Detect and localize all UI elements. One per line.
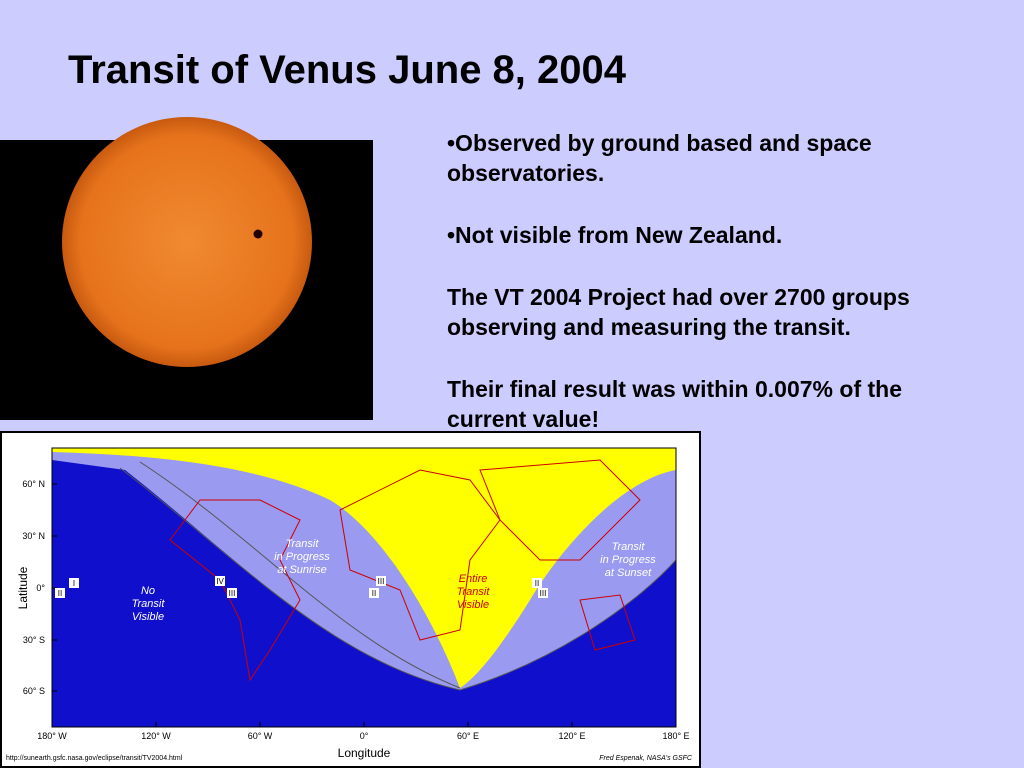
contact-label: II [372,589,376,598]
boundary [139,461,461,689]
contact-label: II [535,579,539,588]
lon-tick-label: 60° E [457,731,479,741]
region-label: at Sunset [605,567,652,579]
continent [339,469,501,641]
contact-box [376,576,386,586]
contact-box [227,588,237,598]
contact-box [215,576,225,586]
lon-tick-label: 180° W [37,731,67,741]
region-label: Visible [132,611,164,623]
lat-tick-label: 60° S [23,686,45,696]
url: http://sunearth.gsfc.nasa.gov/eclipse/tr… [6,755,183,762]
paragraph: •Observed by ground based and space obse… [447,130,872,186]
region-label: in Progress [600,554,656,566]
contact-label: III [378,577,385,586]
lat-tick-label: 0° [36,583,45,593]
venus [253,229,263,239]
lon-tick-label: 120° E [558,731,585,741]
credit: Fred Espenak, NASA's GSFC [599,755,693,762]
slide-title: Transit of Venus June 8, 2004 [68,48,627,92]
lat-tick-label: 60° N [22,479,45,489]
contact-label: IV [216,577,224,586]
sun [62,117,312,367]
contact-box [69,578,79,588]
lat-tick-label: 30° N [22,531,45,541]
map-labels: 60° N 30° N 0° 30° S 60° S 180° W 120° W 60° W 0… [6,479,693,762]
paragraph: •Not visible from New Zealand. [447,222,783,248]
contact-label: I [73,579,75,588]
contact-box [538,588,548,598]
text-block: •Observed by ground based and space obse… [447,128,987,466]
contact-label: II [58,589,62,598]
region-label: Entire [459,573,488,585]
boundary [119,467,676,691]
contact-label: III [229,589,236,598]
y-axis-label: Latitude [16,566,30,609]
continent [479,459,641,561]
region-label: in Progress [274,551,330,563]
continent [579,594,636,651]
region-label: at Sunrise [277,564,327,576]
contact-box [532,578,542,588]
region-label: Visible [457,599,489,611]
region-label: Transit [457,586,491,598]
continent [169,499,301,682]
map [52,448,676,727]
x-axis-label: Longitude [338,746,391,760]
contact-label: III [540,589,547,598]
full-transit-area [52,448,676,688]
paragraph: Their final result was within 0.007% of … [447,376,902,432]
contact-box [369,588,379,598]
region-label: No [141,585,155,597]
paragraph: The VT 2004 Project had over 2700 groups… [447,284,910,340]
lon-tick-label: 120° W [141,731,171,741]
region-label: Transit [286,538,320,550]
lon-tick-label: 180° E [662,731,689,741]
region-label: Transit [132,598,166,610]
region-label: Transit [612,541,646,553]
lon-tick-label: 0° [360,731,369,741]
lon-tick-label: 60° W [248,731,273,741]
contact-box [55,588,65,598]
lat-tick-label: 30° S [23,635,45,645]
